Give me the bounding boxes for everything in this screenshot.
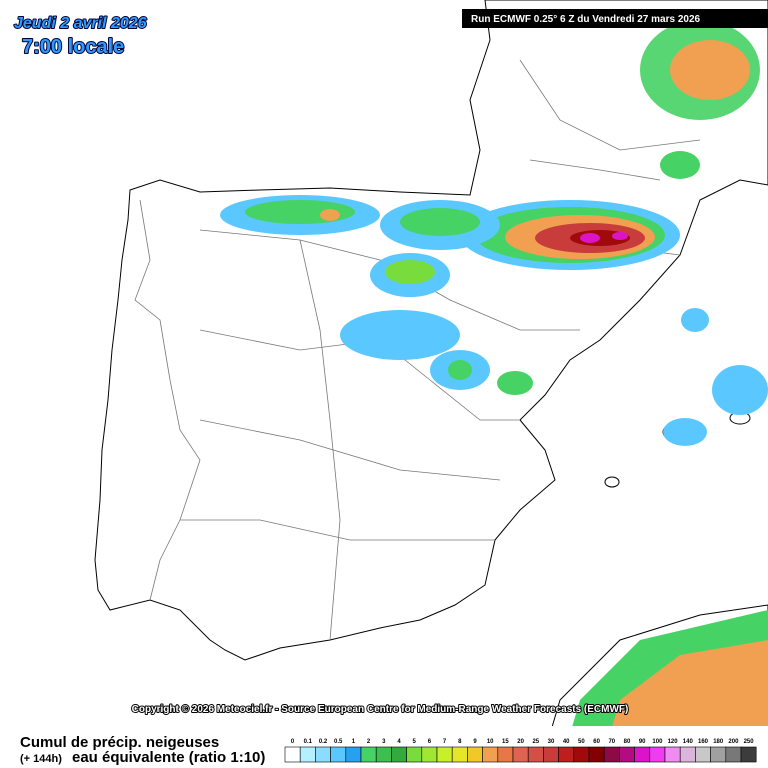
legend-swatch [345,746,362,763]
run-banner [462,9,768,28]
legend-swatch [740,746,757,763]
legend-label: 140 [683,739,694,745]
legend-swatch [710,746,727,763]
legend-swatch [588,746,605,763]
legend-label: 50 [578,739,585,745]
legend-label: 0.1 [304,739,313,745]
legend-label: 3 [382,739,386,745]
legend-swatch [573,746,590,763]
date: Jeudi 2 avril 2026 [14,15,147,32]
legend-label: 30 [548,739,555,745]
legend-label: 0.5 [334,739,343,745]
run-info: Run ECMWF 0.25° 6 Z du Vendredi 27 mars … [471,14,701,25]
legend-label: 25 [532,739,539,745]
legend-subtitle: eau équivalente (ratio 1:10) [72,749,265,766]
legend-swatch [299,746,316,763]
legend-label: 20 [517,739,524,745]
legend-swatch [451,746,468,763]
legend-swatch [482,746,499,763]
legend-label: 180 [713,739,724,745]
legend-label: 1 [352,739,356,745]
legend-label: 200 [728,739,739,745]
legend-swatch [725,746,742,763]
legend-swatch [467,746,483,763]
legend-label: 40 [563,739,570,745]
legend-label: 9 [473,739,477,745]
legend-swatch [497,746,514,763]
legend-label: 160 [698,739,709,745]
legend-swatch [527,746,544,763]
legend-label: 0.2 [319,739,328,745]
legend-label: 7 [443,739,447,745]
legend-label: 120 [668,739,679,745]
legend-lead: (+ 144h) [20,753,62,765]
legend-swatch [375,746,392,763]
legend-swatch [406,746,423,763]
legend-label: 2 [367,739,371,745]
legend-swatch [664,746,681,763]
legend-title: Cumul de précip. neigeuses [20,734,219,751]
legend-swatch [360,746,377,763]
legend-swatch [330,746,347,763]
legend-label: 0 [291,739,295,745]
legend-swatch [543,746,559,763]
legend-swatch [695,746,711,763]
legend-label: 60 [593,739,600,745]
legend-label: 5 [413,739,417,745]
legend-label: 10 [487,739,494,745]
legend-swatch [679,746,696,763]
legend-swatch [284,746,301,763]
legend-swatch [315,746,331,763]
legend-swatch [512,746,529,763]
legend-swatch [603,746,620,763]
time: 7:00 locale [22,36,124,58]
legend-swatch [436,746,453,763]
legend-swatch [391,746,407,763]
legend-swatch [558,746,575,763]
legend-swatch [634,746,651,763]
legend-scale: 0 0.1 0.2 0.5 1 2 3 4 5 6 7 8 9 10 15 20 25 30 40 50 60 70 80 9… [284,739,757,763]
legend-label: 4 [397,739,401,745]
legend-label: 6 [428,739,432,745]
legend-swatch [421,746,438,763]
legend-swatch [619,746,635,763]
legend-label: 8 [458,739,462,745]
legend-label: 70 [608,739,615,745]
legend-label: 100 [652,739,663,745]
legend-label: 15 [502,739,509,745]
legend-label: 80 [624,739,631,745]
legend-swatch [649,746,666,763]
legend-label: 250 [744,739,755,745]
copyright: Copyright © 2026 Meteociel.fr - Source E… [132,704,629,715]
legend-label: 90 [639,739,646,745]
